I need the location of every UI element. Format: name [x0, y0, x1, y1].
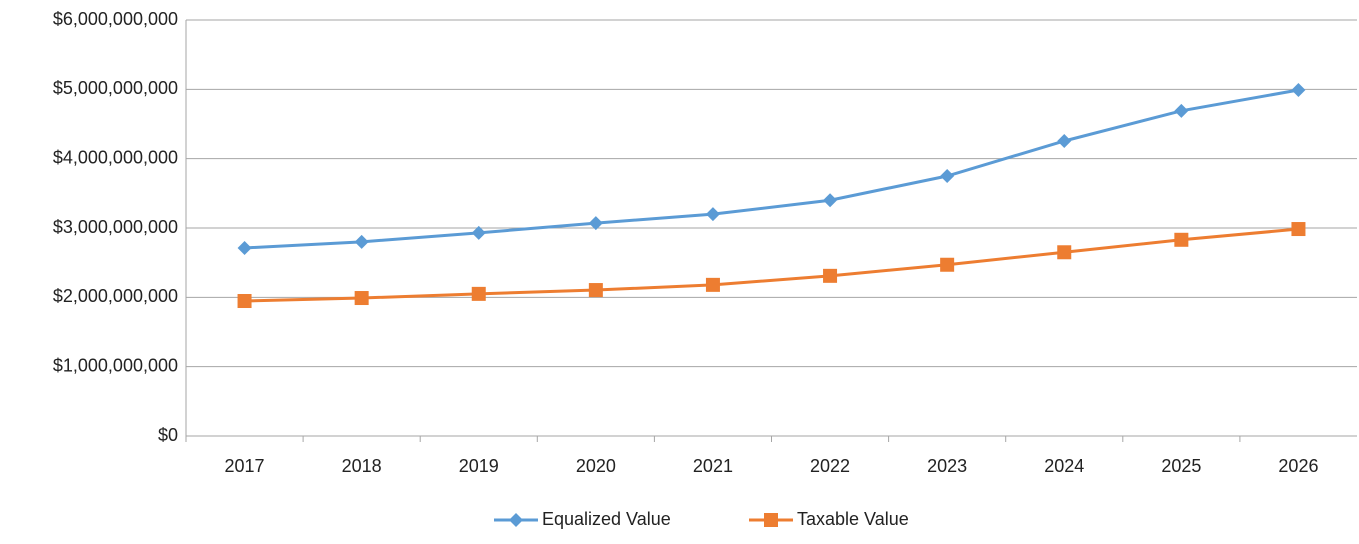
legend-marker	[509, 513, 523, 527]
data-point	[1291, 83, 1306, 98]
data-point	[823, 268, 838, 283]
data-point	[705, 207, 720, 222]
data-point	[1291, 222, 1306, 237]
data-point	[471, 225, 486, 240]
y-tick-label: $6,000,000,000	[53, 9, 178, 29]
x-tick-label: 2017	[225, 456, 265, 476]
series-line	[244, 227, 1299, 303]
data-point	[705, 277, 720, 292]
legend-marker	[764, 513, 778, 527]
x-tick-label: 2023	[927, 456, 967, 476]
data-point	[1057, 133, 1072, 148]
x-tick-label: 2018	[342, 456, 382, 476]
data-point	[940, 257, 955, 272]
data-point	[1174, 103, 1189, 118]
y-tick-label: $2,000,000,000	[53, 286, 178, 306]
data-point	[471, 286, 486, 301]
x-tick-label: 2021	[693, 456, 733, 476]
data-point	[588, 283, 603, 298]
data-point	[823, 193, 838, 208]
data-point	[237, 294, 252, 309]
data-point	[1174, 232, 1189, 247]
x-tick-label: 2019	[459, 456, 499, 476]
data-point	[354, 234, 369, 249]
data-point	[588, 216, 603, 231]
data-point	[1057, 245, 1072, 260]
y-tick-label: $0	[158, 425, 178, 445]
x-tick-label: 2022	[810, 456, 850, 476]
data-point	[940, 169, 955, 183]
x-tick-label: 2020	[576, 456, 616, 476]
x-tick-label: 2024	[1044, 456, 1084, 476]
data-point	[354, 291, 369, 306]
data-point	[237, 240, 252, 255]
y-tick-label: $1,000,000,000	[53, 355, 178, 375]
x-tick-label: 2026	[1278, 456, 1318, 476]
legend-label: Taxable Value	[797, 509, 909, 529]
series-line	[244, 88, 1299, 250]
y-tick-label: $3,000,000,000	[53, 217, 178, 237]
y-tick-label: $4,000,000,000	[53, 147, 178, 167]
legend-label: Equalized Value	[542, 509, 671, 529]
y-tick-label: $5,000,000,000	[53, 78, 178, 98]
x-tick-label: 2025	[1161, 456, 1201, 476]
